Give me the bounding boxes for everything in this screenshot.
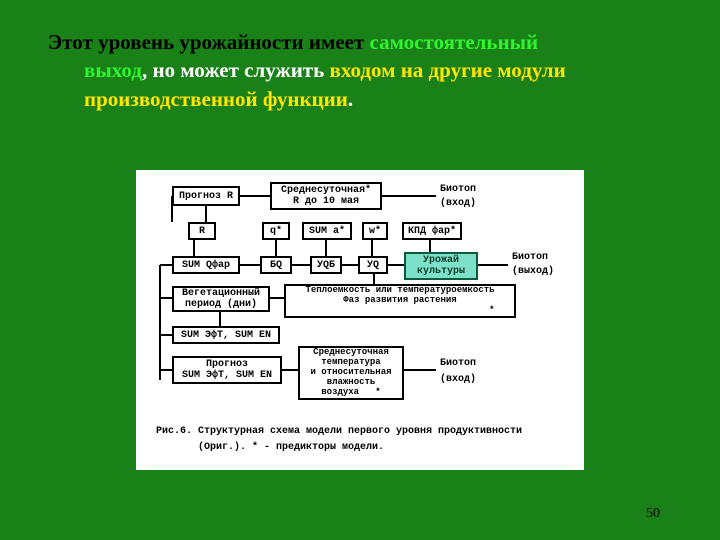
box-sum-eft-en: SUM ЭфТ, SUM EN: [172, 326, 280, 344]
box-kpd: КПД фар*: [402, 222, 462, 240]
caption-line2: (Ориг.). * - предикторы модели.: [156, 442, 384, 453]
heading-t3: выход: [84, 58, 142, 82]
diagram-lines: [136, 170, 584, 470]
box-r: R: [188, 222, 216, 240]
caption-line1: Рис.6. Структурная схема модели первого …: [156, 426, 522, 437]
label-biotop-bot: Биотоп: [440, 358, 476, 369]
diagram: Прогноз R Среднесуточная* R до 10 мая Би…: [136, 170, 584, 470]
box-sum-a: SUM a*: [302, 222, 352, 240]
box-sredne-r: Среднесуточная* R до 10 мая: [270, 182, 382, 210]
label-vhod-top: (вход): [440, 198, 476, 209]
label-vyhod: (выход): [512, 266, 554, 277]
heading-t1: Этот уровень урожайности имеет: [48, 30, 370, 54]
box-prognoz-r: Прогноз R: [172, 186, 240, 206]
label-biotop-out: Биотоп: [512, 252, 548, 263]
box-sum-qfar: SUM Qфар: [172, 256, 240, 274]
box-bq: БQ: [260, 256, 292, 274]
box-urozhai: Урожай культуры: [404, 252, 478, 280]
box-uq: УQ: [358, 256, 388, 274]
heading-t6: производственной функции: [84, 87, 348, 111]
heading-t2: самостоятельный: [370, 30, 539, 54]
box-w: w*: [362, 222, 388, 240]
heading-t7: .: [348, 87, 353, 111]
heading-t4: , но может служить: [142, 58, 330, 82]
box-q: q*: [262, 222, 290, 240]
box-uqb: УQБ: [310, 256, 342, 274]
box-prognoz-sum: Прогноз SUM ЭфТ, SUM EN: [172, 356, 282, 384]
page-number: 50: [646, 506, 660, 522]
label-biotop-top: Биотоп: [440, 184, 476, 195]
slide-heading: Этот уровень урожайности имеет самостоят…: [48, 28, 672, 113]
heading-t5: входом на другие модули: [329, 58, 565, 82]
label-vhod-bot: (вход): [440, 374, 476, 385]
box-veg-period: Вегетационный период (дни): [172, 286, 270, 312]
box-teplo: Теплоемкость или температуроемкость Фаз …: [284, 284, 516, 318]
box-avg-temp-hum: Среднесуточная температура и относительн…: [298, 346, 404, 400]
